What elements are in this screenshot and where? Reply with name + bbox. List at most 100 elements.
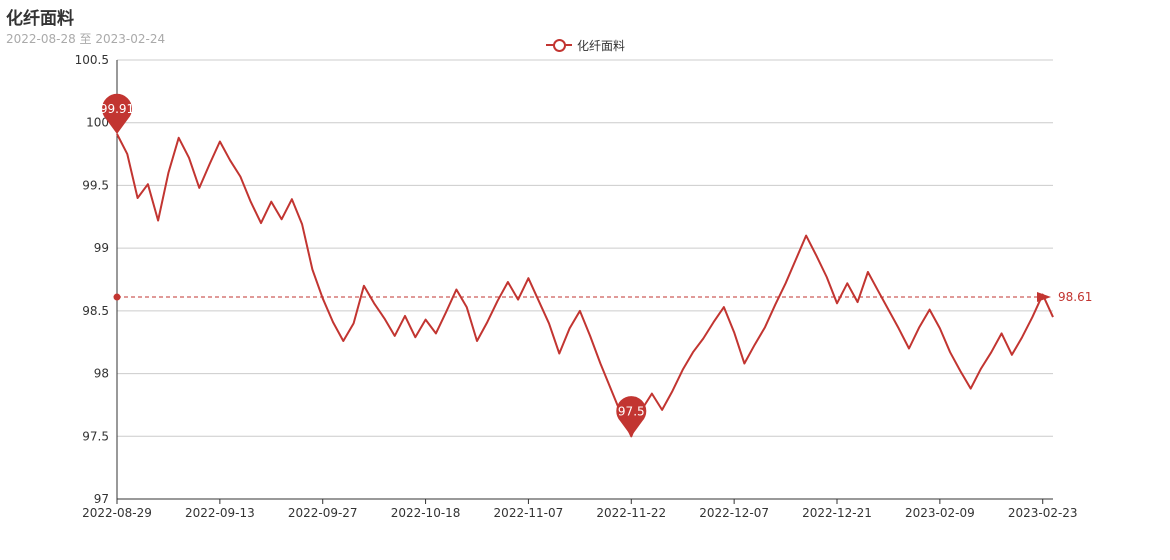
x-tick-label: 2022-09-13 [185,506,255,520]
data-point [423,317,429,323]
x-tick-label: 2022-08-29 [82,506,152,520]
data-point [371,300,377,306]
data-point [453,287,459,293]
x-tick-label: 2023-02-09 [905,506,975,520]
data-point [567,325,573,331]
data-point [165,170,171,176]
chart-title: 化纤面料 [6,9,74,29]
data-point [947,349,953,355]
data-point [762,324,768,330]
data-point [207,161,213,167]
data-point [433,330,439,336]
data-point [803,233,809,239]
data-point [1009,352,1015,358]
data-point [659,407,665,413]
data-point [464,304,470,310]
data-point [145,181,151,187]
data-point [1050,314,1056,320]
average-line-label: 98.61 [1058,290,1092,304]
data-point [556,351,562,357]
data-point [155,218,161,224]
data-point [844,280,850,286]
data-point [135,195,141,201]
data-point [525,275,531,281]
data-point [515,297,521,303]
x-tick-label: 2022-10-18 [391,506,461,520]
min-pin-label: 97.5 [618,404,645,418]
data-point [186,155,192,161]
y-tick-label: 98.5 [82,304,109,318]
data-point [361,283,367,289]
y-tick-label: 97.5 [82,429,109,443]
data-point [351,320,357,326]
data-point [700,336,706,342]
x-tick-label: 2022-11-22 [596,506,666,520]
data-point [896,325,902,331]
y-tick-label: 100.5 [75,53,109,67]
data-point [505,279,511,285]
data-point [227,157,233,163]
average-mark-line: 98.61 [113,290,1092,304]
data-point [711,319,717,325]
min-pin-shape [616,396,647,437]
data-point [813,253,819,259]
data-point [443,309,449,315]
data-point [587,333,593,339]
data-point [772,302,778,308]
data-point [248,199,254,205]
data-point [968,386,974,392]
data-point [741,361,747,367]
data-point [597,361,603,367]
y-tick-label: 99.5 [82,178,109,192]
data-point [1029,314,1035,320]
data-point [916,324,922,330]
max-pin-shape [102,93,132,135]
data-point [289,196,295,202]
data-point [978,366,984,372]
data-point [1019,334,1025,340]
data-point [474,338,480,344]
data-point [999,330,1005,336]
data-point [793,256,799,262]
data-point [330,319,336,325]
data-point [546,320,552,326]
data-point [885,307,891,313]
y-tick-label: 98 [94,367,109,381]
data-point [577,308,583,314]
data-point [865,269,871,275]
data-point [731,329,737,335]
series-line [116,133,1054,438]
x-tick-label: 2022-09-27 [288,506,358,520]
y-tick-label: 99 [94,241,109,255]
data-point [824,274,830,280]
data-point [268,199,274,205]
data-point [536,298,542,304]
series-layer [116,133,1056,438]
data-point [412,334,418,340]
grid-lines [117,59,1053,437]
x-tick-label: 2022-12-07 [699,506,769,520]
data-point [309,267,315,273]
data-point [237,174,243,180]
legend-item[interactable]: 化纤面料 [546,38,626,53]
data-point [680,367,686,373]
data-point [752,342,758,348]
x-tick-label: 2022-11-07 [494,506,564,520]
data-point [217,139,223,145]
data-point [124,151,130,157]
data-point [608,386,614,392]
data-point [279,216,285,222]
max-pin-label: 99.91 [100,102,134,116]
y-tick-label: 97 [94,492,109,506]
data-point [690,349,696,355]
data-point [299,221,305,227]
data-point [937,325,943,331]
legend-line-icon [546,38,572,52]
data-point [340,338,346,344]
data-point [176,135,182,141]
legend-label: 化纤面料 [577,38,626,53]
data-point [855,299,861,305]
min-mark-pin: 97.5 [616,396,647,437]
y-tick-label: 100 [86,116,109,130]
